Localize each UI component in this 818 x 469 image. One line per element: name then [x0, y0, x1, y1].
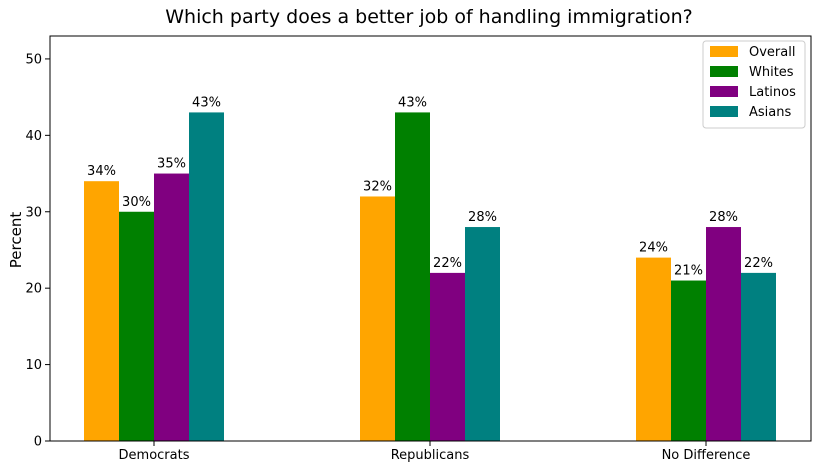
bar-whites-democrats — [119, 211, 154, 441]
chart-title: Which party does a better job of handlin… — [165, 6, 692, 28]
legend-label-overall: Overall — [749, 45, 795, 60]
y-tick-label: 10 — [25, 358, 42, 373]
legend-swatch-overall — [710, 46, 738, 57]
bar-whites-no-difference — [671, 280, 706, 441]
y-axis-label: Percent — [7, 212, 25, 269]
y-tick-label: 30 — [25, 205, 42, 220]
bar-asians-republicans — [465, 227, 500, 441]
data-label: 43% — [192, 95, 221, 110]
bar-overall-republicans — [360, 196, 395, 441]
bar-latinos-no-difference — [706, 227, 741, 441]
data-label: 34% — [87, 164, 116, 179]
bar-asians-no-difference — [741, 272, 776, 441]
bar-overall-no-difference — [636, 257, 671, 441]
x-tick-label: No Difference — [662, 448, 751, 463]
y-tick-label: 20 — [25, 282, 42, 297]
data-label: 43% — [398, 95, 427, 110]
data-label: 22% — [744, 256, 773, 271]
data-label: 24% — [639, 241, 668, 256]
legend-swatch-latinos — [710, 86, 738, 97]
legend-swatch-asians — [710, 106, 738, 117]
legend: Overall Whites Latinos Asians — [702, 40, 806, 129]
x-tick-label: Republicans — [391, 448, 470, 463]
legend-label-whites: Whites — [749, 65, 794, 80]
legend-swatch-whites — [710, 66, 738, 77]
bar-latinos-democrats — [154, 173, 189, 441]
data-label: 32% — [363, 179, 392, 194]
bar-whites-republicans — [395, 112, 430, 441]
y-tick-label: 40 — [25, 129, 42, 144]
plot-area: 34% 32% 24% 30% 43% 21% 35% 22% 28% 43% 28% 22% 0 10 2… — [25, 35, 812, 463]
data-label: 22% — [433, 256, 462, 271]
y-tick-label: 50 — [25, 52, 42, 67]
bar-asians-democrats — [189, 112, 224, 441]
data-label: 28% — [709, 210, 738, 225]
legend-label-asians: Asians — [749, 105, 791, 120]
y-tick-label: 0 — [34, 435, 42, 450]
bar-latinos-republicans — [430, 272, 465, 441]
x-tick-label: Democrats — [119, 448, 190, 463]
data-label: 28% — [468, 210, 497, 225]
bar-overall-democrats — [84, 181, 119, 442]
data-label: 21% — [674, 264, 703, 279]
legend-label-latinos: Latinos — [749, 85, 796, 100]
data-label: 35% — [157, 157, 186, 172]
data-label: 30% — [122, 195, 151, 210]
